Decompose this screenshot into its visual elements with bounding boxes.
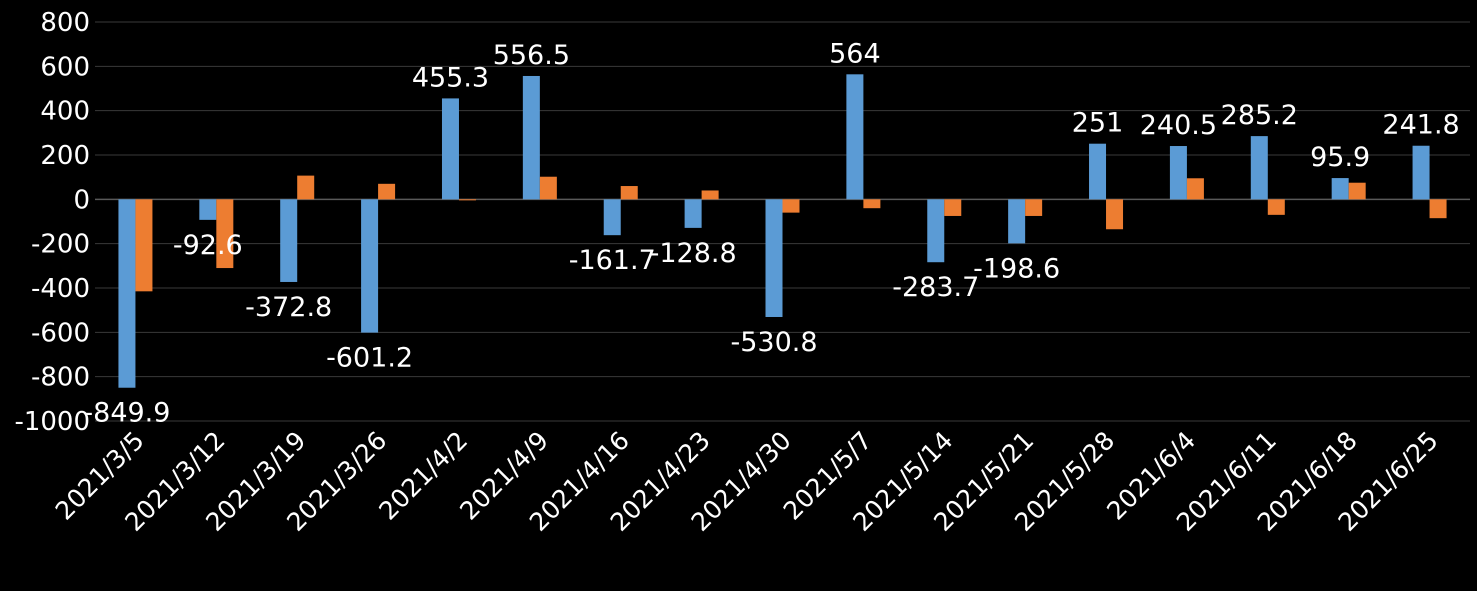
bar-series-2 xyxy=(1348,182,1366,200)
bar-series-1 xyxy=(1331,178,1349,200)
bar-series-2 xyxy=(1025,199,1043,216)
y-axis-ticks: 800 600 400 200 0 -200 -400 -600 -800 -1000 xyxy=(14,8,90,437)
data-label: -849.9 xyxy=(83,398,170,429)
data-label: 285.2 xyxy=(1221,100,1298,131)
y-tick-label: 400 xyxy=(40,97,90,127)
data-label: 240.5 xyxy=(1140,110,1217,141)
y-tick-label: 800 xyxy=(40,8,90,38)
data-label: 455.3 xyxy=(412,62,489,93)
data-label: -601.2 xyxy=(326,343,413,374)
data-label: -283.7 xyxy=(892,272,979,303)
bar-series-1 xyxy=(1008,199,1026,244)
bar-series-2 xyxy=(701,190,719,200)
bar-series-2 xyxy=(1186,178,1204,200)
data-label: 556.5 xyxy=(493,40,570,71)
y-tick-label: -400 xyxy=(31,274,90,304)
data-label: -198.6 xyxy=(973,253,1060,284)
bar-series-2 xyxy=(782,199,800,213)
bars-layer xyxy=(118,74,1447,388)
y-tick-label: 200 xyxy=(40,141,90,171)
x-tick-label: 2021/4/2 xyxy=(373,426,473,526)
bar-series-1 xyxy=(522,75,540,200)
data-label: -161.7 xyxy=(569,245,656,276)
bar-series-1 xyxy=(1412,145,1430,200)
bar-series-1 xyxy=(927,199,945,263)
data-label: 251 xyxy=(1072,108,1124,139)
data-label: 241.8 xyxy=(1382,110,1459,141)
bar-series-2 xyxy=(135,199,153,292)
bar-series-1 xyxy=(118,199,136,388)
bar-series-2 xyxy=(944,199,962,216)
bar-series-2 xyxy=(620,186,638,200)
bar-series-2 xyxy=(539,176,557,200)
data-label: -128.8 xyxy=(650,238,737,269)
y-tick-label: -600 xyxy=(31,318,90,348)
y-tick-label: 600 xyxy=(40,52,90,82)
bar-series-1 xyxy=(199,199,217,220)
bar-series-2 xyxy=(1106,199,1124,230)
bar-series-2 xyxy=(863,199,881,209)
data-label: -92.6 xyxy=(173,230,243,261)
data-label: 564 xyxy=(829,38,881,69)
data-label: -372.8 xyxy=(245,292,332,323)
data-label: -530.8 xyxy=(730,327,817,358)
y-tick-label: -1000 xyxy=(14,407,90,437)
bar-series-2 xyxy=(1429,199,1447,219)
bar-series-1 xyxy=(846,74,864,200)
bar-series-1 xyxy=(684,199,702,228)
bar-series-2 xyxy=(297,175,315,200)
bar-series-1 xyxy=(1169,146,1187,200)
bar-series-2 xyxy=(378,183,396,200)
bar-series-2 xyxy=(458,199,476,201)
y-tick-label: 0 xyxy=(73,185,90,215)
data-label: 95.9 xyxy=(1310,142,1370,173)
y-tick-label: -800 xyxy=(31,363,90,393)
bar-series-2 xyxy=(216,199,234,269)
bar-series-1 xyxy=(361,199,379,333)
bar-series-1 xyxy=(603,199,621,236)
bar-series-1 xyxy=(1250,136,1268,200)
y-tick-label: -200 xyxy=(31,230,90,260)
bar-series-1 xyxy=(1089,143,1107,200)
bar-series-1 xyxy=(280,199,298,282)
bar-series-1 xyxy=(441,98,459,200)
data-labels-layer: -849.9-92.6-372.8-601.2455.3556.5-161.7-… xyxy=(83,38,1459,428)
bar-series-1 xyxy=(765,199,783,317)
bar-series-2 xyxy=(1267,199,1285,215)
x-axis-ticks: 2021/3/52021/3/122021/3/192021/3/262021/… xyxy=(50,426,1444,537)
